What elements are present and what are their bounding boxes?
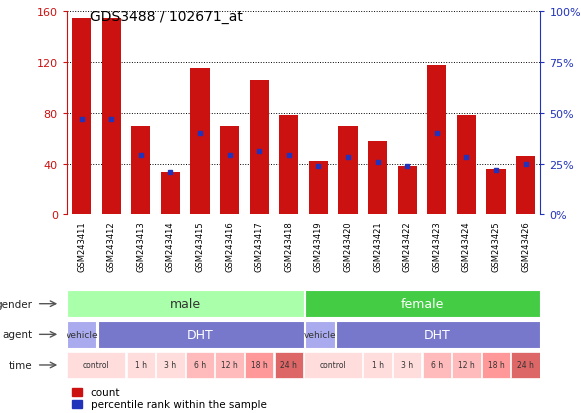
Bar — [397, 167, 417, 215]
Bar — [482, 352, 510, 378]
Bar — [457, 116, 476, 215]
Text: gender: gender — [0, 299, 32, 309]
Text: 18 h: 18 h — [251, 361, 268, 370]
Bar — [275, 352, 303, 378]
Bar — [363, 352, 392, 378]
Bar — [336, 321, 540, 348]
Bar — [161, 173, 180, 215]
Bar — [191, 69, 210, 215]
Bar — [393, 352, 421, 378]
Bar — [305, 321, 335, 348]
Text: 24 h: 24 h — [281, 361, 297, 370]
Text: 1 h: 1 h — [135, 361, 147, 370]
Bar — [156, 352, 185, 378]
Text: DHT: DHT — [424, 328, 450, 341]
Text: 3 h: 3 h — [401, 361, 413, 370]
Bar — [368, 141, 387, 215]
Text: agent: agent — [2, 330, 32, 339]
Legend: count, percentile rank within the sample: count, percentile rank within the sample — [72, 387, 267, 409]
Text: female: female — [400, 297, 444, 311]
Text: 3 h: 3 h — [164, 361, 177, 370]
Text: 6 h: 6 h — [431, 361, 443, 370]
Bar — [427, 66, 446, 215]
Bar — [516, 157, 535, 215]
Bar — [486, 169, 505, 215]
Bar — [127, 352, 155, 378]
Bar — [452, 352, 480, 378]
Bar — [279, 116, 299, 215]
Bar — [102, 19, 121, 215]
Bar — [309, 161, 328, 215]
Text: 12 h: 12 h — [221, 361, 238, 370]
Text: 24 h: 24 h — [517, 361, 534, 370]
Bar — [304, 352, 362, 378]
Bar — [305, 291, 540, 317]
Text: time: time — [9, 360, 32, 370]
Bar — [98, 321, 303, 348]
Text: 6 h: 6 h — [194, 361, 206, 370]
Bar — [250, 81, 269, 215]
Bar — [131, 126, 150, 215]
Bar — [67, 352, 125, 378]
Bar — [338, 126, 357, 215]
Bar — [186, 352, 214, 378]
Text: male: male — [170, 297, 201, 311]
Bar — [67, 321, 96, 348]
Text: 18 h: 18 h — [487, 361, 504, 370]
Bar — [216, 352, 244, 378]
Bar — [220, 126, 239, 215]
Bar — [72, 19, 91, 215]
Text: DHT: DHT — [187, 328, 213, 341]
Bar — [67, 291, 303, 317]
Text: 1 h: 1 h — [372, 361, 383, 370]
Text: GDS3488 / 102671_at: GDS3488 / 102671_at — [90, 10, 243, 24]
Bar — [422, 352, 451, 378]
Text: vehicle: vehicle — [65, 330, 98, 339]
Text: 12 h: 12 h — [458, 361, 475, 370]
Text: control: control — [320, 361, 346, 370]
Bar — [245, 352, 274, 378]
Bar — [511, 352, 540, 378]
Text: vehicle: vehicle — [303, 330, 336, 339]
Text: control: control — [83, 361, 110, 370]
